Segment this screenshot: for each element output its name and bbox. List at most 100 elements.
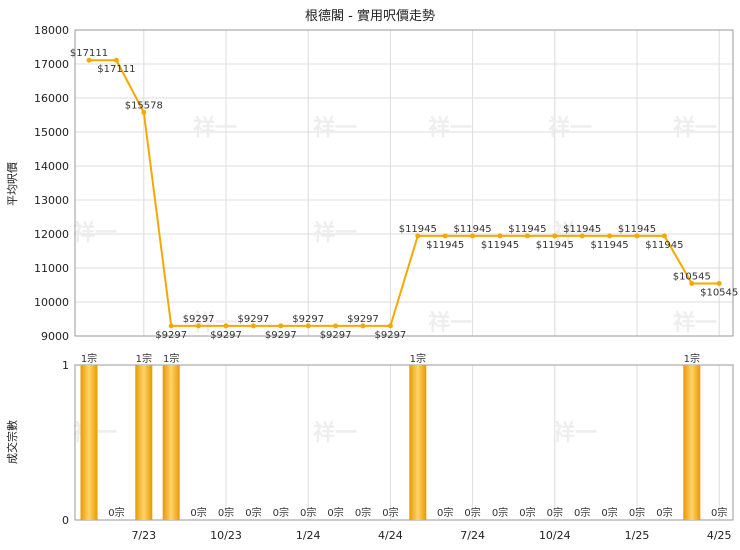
price-data-label: $9297: [265, 330, 297, 341]
price-plot-frame: [74, 29, 734, 337]
price-data-label: $9297: [374, 330, 406, 341]
price-y-tick-label: 18000: [34, 24, 69, 37]
price-y-tick-label: 12000: [34, 228, 69, 241]
price-point: [415, 233, 421, 239]
price-data-label: $9297: [292, 314, 324, 325]
price-data-label: $9297: [210, 330, 242, 341]
price-point: [113, 57, 119, 63]
price-point: [196, 323, 202, 329]
price-point: [524, 233, 530, 239]
price-point: [552, 233, 558, 239]
price-point: [607, 233, 613, 239]
price-y-tick-label: 14000: [34, 160, 69, 173]
price-data-label: $11945: [618, 224, 656, 235]
count-data-label: 0宗: [300, 506, 316, 519]
watermark: 祥一: [548, 115, 592, 141]
count-data-label: 1宗: [163, 352, 179, 365]
price-point: [579, 233, 585, 239]
price-point: [305, 323, 311, 329]
watermark: 祥一: [313, 115, 357, 141]
count-data-label: 0宗: [656, 506, 672, 519]
price-point: [470, 233, 476, 239]
count-data-label: 0宗: [711, 506, 727, 519]
price-y-tick-label: 10000: [34, 296, 69, 309]
price-point: [689, 280, 695, 286]
count-data-label: 0宗: [245, 506, 261, 519]
price-data-label: $11945: [399, 224, 437, 235]
x-tick-label: 10/24: [539, 529, 571, 542]
watermark: 祥一: [193, 310, 237, 336]
watermark: 祥一: [73, 220, 117, 246]
price-point: [360, 323, 366, 329]
count-data-label: 1宗: [684, 352, 700, 365]
x-tick-label: 1/24: [296, 529, 321, 542]
price-point: [634, 233, 640, 239]
count-data-label: 0宗: [355, 506, 371, 519]
price-y-tick-label: 16000: [34, 92, 69, 105]
count-data-label: 0宗: [437, 506, 453, 519]
price-point: [333, 323, 339, 329]
price-data-label: $11945: [536, 240, 574, 251]
price-data-label: $11945: [508, 224, 546, 235]
price-y-tick-label: 15000: [34, 126, 69, 139]
count-data-label: 0宗: [574, 506, 590, 519]
watermark: 祥一: [553, 420, 597, 446]
price-y-tick-label: 13000: [34, 194, 69, 207]
price-data-label: $9297: [155, 330, 187, 341]
x-tick-label: 10/23: [210, 529, 242, 542]
price-point: [387, 323, 393, 329]
count-y-tick-label: 1: [62, 359, 69, 372]
price-y-tick-label: 11000: [34, 262, 69, 275]
count-bar: [683, 365, 701, 520]
watermark: 祥一: [673, 115, 717, 141]
price-data-label: $11945: [645, 240, 683, 251]
price-point: [661, 233, 667, 239]
price-y-tick-label: 9000: [41, 330, 69, 343]
count-data-label: 0宗: [382, 506, 398, 519]
price-data-label: $11945: [481, 240, 519, 251]
count-data-label: 0宗: [190, 506, 206, 519]
price-data-label: $9297: [183, 314, 215, 325]
price-data-label: $11945: [454, 224, 492, 235]
watermark: 祥一: [193, 115, 237, 141]
watermark: 祥一: [428, 115, 472, 141]
count-data-label: 1宗: [410, 352, 426, 365]
price-data-label: $11945: [426, 240, 464, 251]
price-series-line: [89, 59, 720, 327]
count-data-label: 0宗: [464, 506, 480, 519]
watermark: 祥一: [553, 220, 597, 246]
price-point: [278, 323, 284, 329]
price-y-tick-label: 17000: [34, 58, 69, 71]
count-y-tick-label: 0: [62, 514, 69, 527]
count-y-axis-label: 成交宗數: [5, 420, 19, 464]
price-data-label: $11945: [563, 224, 601, 235]
count-bar: [80, 365, 98, 520]
x-tick-label: 7/23: [131, 529, 156, 542]
count-bar: [409, 365, 427, 520]
price-point: [442, 233, 448, 239]
price-data-label: $15578: [125, 100, 163, 111]
count-data-label: 0宗: [108, 506, 124, 519]
count-data-label: 0宗: [218, 506, 234, 519]
x-tick-label: 1/25: [625, 529, 650, 542]
count-data-label: 0宗: [601, 506, 617, 519]
price-point: [716, 280, 722, 286]
price-point: [223, 323, 229, 329]
watermark: 祥一: [313, 220, 357, 246]
count-data-label: 0宗: [492, 506, 508, 519]
chart-title: 根德閣 - 實用呎價走勢: [305, 8, 435, 24]
price-panel: 9000 10000 11000 12000 13000 14000 15000 16000 1…: [34, 24, 738, 343]
price-point: [497, 233, 503, 239]
count-bar: [162, 365, 180, 520]
price-data-label: $10545: [700, 287, 738, 298]
watermark: 祥一: [673, 310, 717, 336]
price-y-axis-label: 平均呎價: [5, 162, 19, 206]
count-data-label: 0宗: [519, 506, 535, 519]
x-tick-label: 4/24: [378, 529, 403, 542]
price-point: [141, 109, 147, 115]
count-data-label: 1宗: [81, 352, 97, 365]
count-panel: 01祥一祥一祥一1宗0宗1宗1宗0宗0宗0宗0宗0宗0宗0宗0宗1宗0宗0宗0宗…: [62, 352, 734, 542]
price-data-label: $9297: [237, 314, 269, 325]
count-data-label: 0宗: [273, 506, 289, 519]
